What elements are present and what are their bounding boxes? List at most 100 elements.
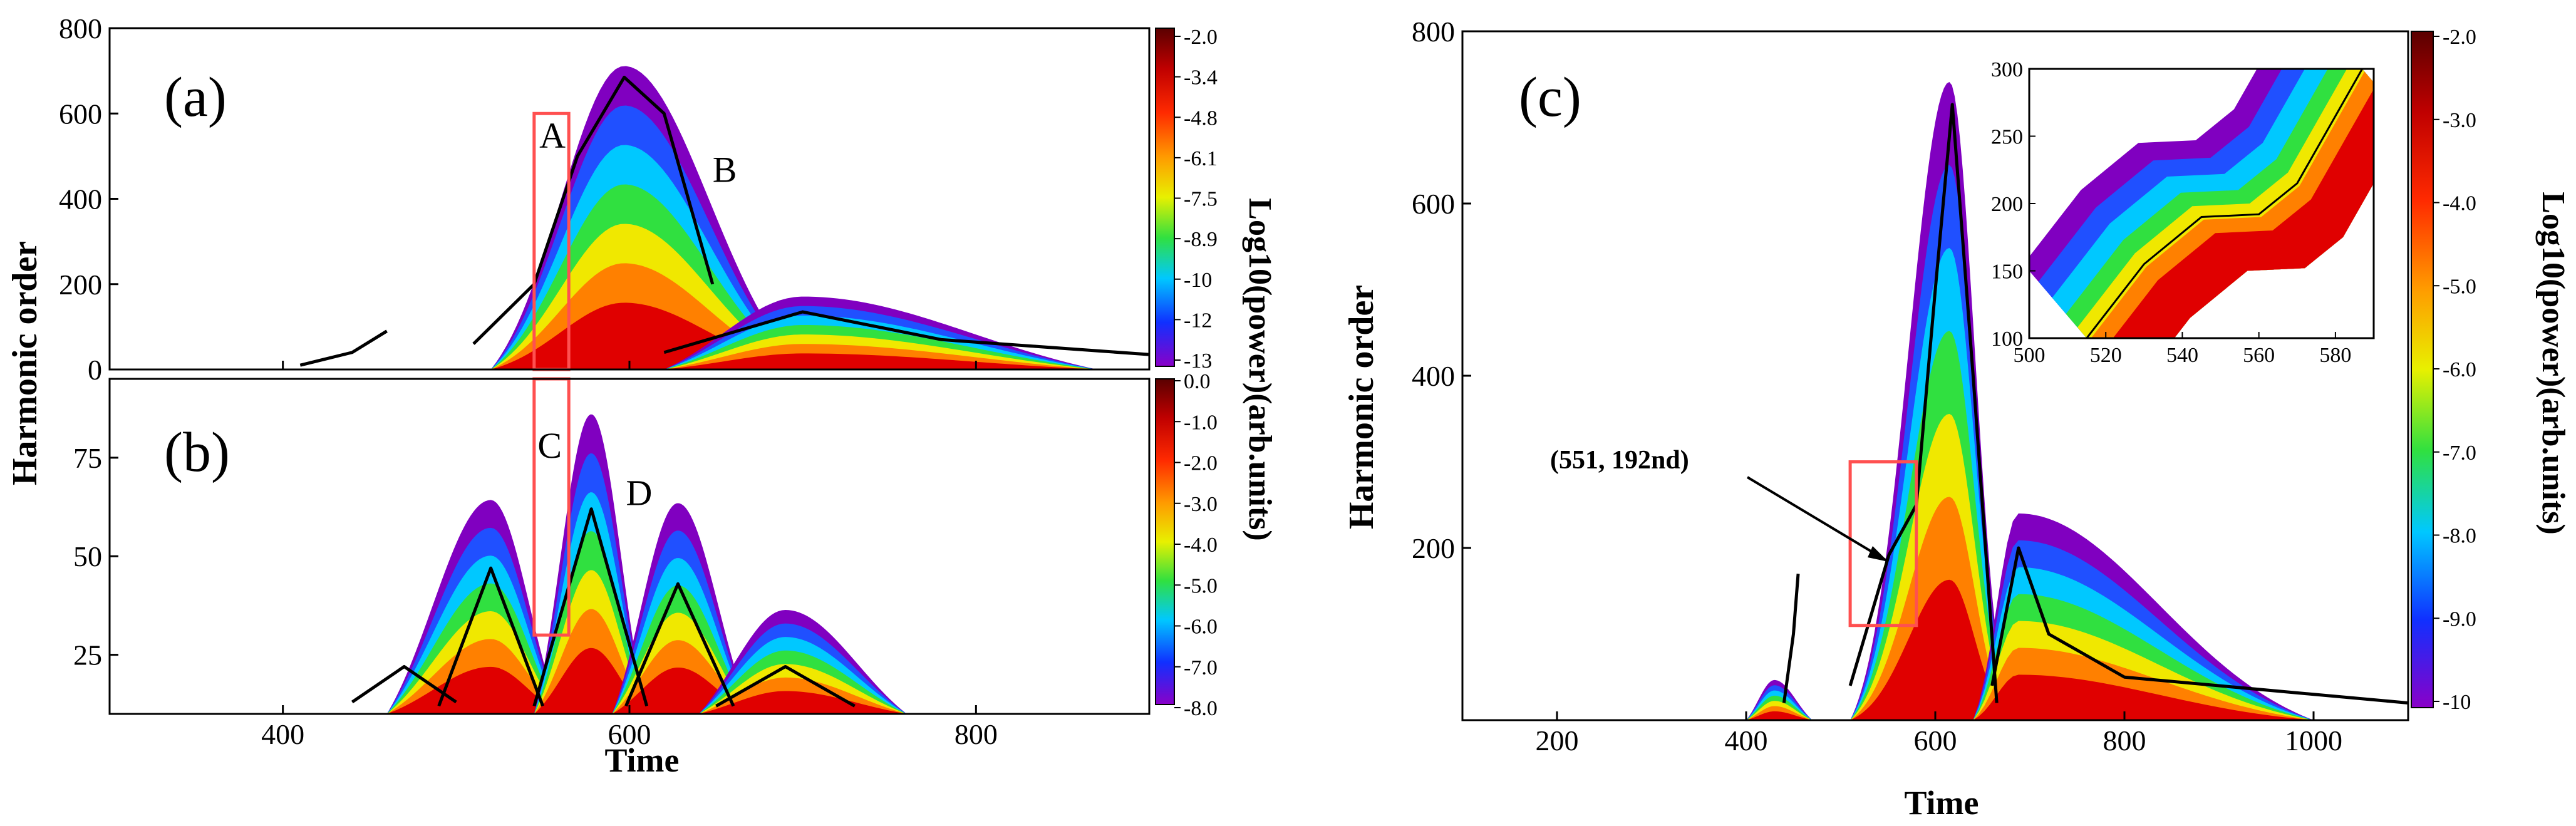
panel-ab-colorbar-label: Log10(power)(arb.units) [1242,198,1278,540]
inset-x-tick-label: 580 [2319,344,2351,367]
arch-4-curve [715,664,856,708]
panel-c-colorbar: -2.0 -3.0 -4.0 -5.0 -6.0 -7.0 -8.0 -9.0 -10 [2411,26,2476,714]
arch-1-curve [437,566,545,707]
annotation-A: A [539,115,566,156]
y-tick-label: 0 [88,354,102,386]
highlight-box [1848,460,1918,627]
colorbar-tick-label: -2.0 [1184,26,1218,49]
early-trajectory-curve [299,329,388,367]
colorbar-tick-label: -10 [2443,691,2471,714]
annotation-D: D [626,472,652,513]
colorbar-tick-label: -2.0 [2443,26,2476,49]
colorbar-tick-label: -6.0 [2443,358,2476,381]
panel-c-arrowhead [1868,546,1888,562]
panel-c-annotation: (551, 192nd) [1550,446,1689,475]
x-tick-label: 600 [1914,725,1957,756]
main-trajectory-curve [472,75,715,345]
y-tick-label: 200 [1412,532,1455,564]
inset-x-tick-label: 520 [2090,344,2122,367]
inset-y-tick-label: 300 [1991,58,2023,81]
colorbar-tick-label: -8.0 [1184,697,1218,720]
colorbar-tick-label: -4.0 [2443,192,2476,215]
colorbar-tick-label: -6.0 [1184,616,1218,639]
y-tick-label: 400 [1412,360,1455,392]
x-tick-label: 800 [2103,725,2146,756]
x-tick-label: 800 [954,718,998,750]
panel-b: 25 50 75 400 600 800 C D (b) 0.0 -1.0 -2.0 -3.0 -4.… [73,370,1218,750]
colorbar-tick-label: -3.0 [1184,493,1218,516]
x-tick-label: 1000 [2285,725,2342,756]
tail-trajectory-curve [663,310,1149,356]
y-tick-label: 50 [73,540,102,572]
x-tick-label: 200 [1536,725,1579,756]
colorbar-tick-label: -5.0 [2443,275,2476,298]
x-tick-label: 400 [1725,725,1768,756]
main-trajectory-curve [1848,103,1999,703]
spectral-blob-2-layer-6 [1746,711,1813,720]
arch-2-curve [532,507,649,707]
y-tick-label: 600 [59,98,102,130]
inset-band-5 [2091,71,2374,338]
arch-3-curve [624,582,735,707]
panel-b-label: (b) [164,421,230,483]
inset-x-tick-label: 560 [2243,344,2275,367]
colorbar-tick-label: -8.0 [2443,525,2476,548]
annotation-B: B [713,149,737,190]
y-tick-label: 800 [1412,16,1455,48]
inset-y-tick-label: 250 [1991,126,2023,149]
panel-a-label: (a) [164,66,227,128]
annotation-C: C [537,425,562,466]
colorbar-tick-label: -10 [1184,269,1212,292]
colorbar-tick-label: -2.0 [1184,452,1218,475]
colorbar-tick-label: -9.0 [2443,607,2476,631]
y-tick-label: 75 [73,442,102,474]
colorbar-tick-label: -7.5 [1184,188,1218,211]
panel-c-colorbar-label: Log10(power)(arb.units) [2535,192,2571,534]
colorbar-tick-label: -5.0 [1184,574,1218,597]
colorbar-tick-label: -12 [1184,309,1212,332]
spectral-blob-0-layer-6 [1850,579,2011,720]
inset-x-tick-label: 540 [2166,344,2198,367]
colorbar-tick-label: -1.0 [1184,411,1218,434]
colorbar-tick-label: -7.0 [2443,441,2476,465]
inset-y-tick-label: 200 [1991,193,2023,216]
spectral-blob-1-layer-6 [1973,674,2314,720]
spectral-blob-0-layer-6 [386,666,561,714]
y-tick-label: 600 [1412,188,1455,220]
y-tick-label: 400 [59,183,102,215]
spectral-blob-1-layer-6 [664,353,1097,369]
early-trajectory-curve [1782,574,1800,703]
panel-b-plot: 25 50 75 400 600 800 C D [73,377,1151,750]
inset-y-tick-label: 100 [1991,328,2023,351]
arch-5-curve [351,664,457,704]
y-tick-label: 800 [59,13,102,44]
panel-a: 0 200 400 600 800 A B (a) -2.0 -3.4 -4.8 -6.1 -7.5… [59,13,1218,386]
panel-c-annotation-arrow [1746,476,1888,562]
colorbar-tick-label: -3.4 [1184,66,1218,90]
colorbar-tick-label: -13 [1184,349,1212,373]
panel-c-inset: 500 520 540 560 580 100 150 200 250 300 [1991,58,2375,367]
spectral-blob-3-layer-6 [698,691,907,714]
colorbar-tick-label: -4.8 [1184,106,1218,130]
panel-c: 200 400 600 800 200 400 600 800 1000 (c) (551, 1… [1412,16,2476,756]
panel-c-plot: 200 400 600 800 200 400 600 800 1000 [1412,16,2409,756]
panel-ab-xlabel: Time [605,741,680,779]
inset-y-tick-label: 150 [1991,261,2023,284]
inset-trajectory-curve [2086,69,2363,338]
y-tick-label: 25 [73,639,102,671]
panel-c-xlabel: Time [1905,784,1979,822]
panel-c-label: (c) [1519,66,1581,128]
panel-ab-ylabel: Harmonic order [6,241,44,485]
tail-trajectory-curve [1990,546,2408,705]
colorbar-tick-label: 0.0 [1184,370,1211,393]
x-tick-label: 600 [608,718,651,750]
y-tick-label: 200 [59,269,102,301]
colorbar-tick-label: -4.0 [1184,534,1218,557]
panel-a-colorbar: -2.0 -3.4 -4.8 -6.1 -7.5 -8.9 -10 -12 -13 [1155,26,1218,373]
panel-c-ylabel: Harmonic order [1342,285,1381,529]
panel-a-plot: 0 200 400 600 800 A B [59,13,1151,386]
colorbar-tick-label: -8.9 [1184,228,1218,251]
inset-band-6 [2113,89,2374,338]
colorbar-tick-label: -6.1 [1184,147,1218,170]
